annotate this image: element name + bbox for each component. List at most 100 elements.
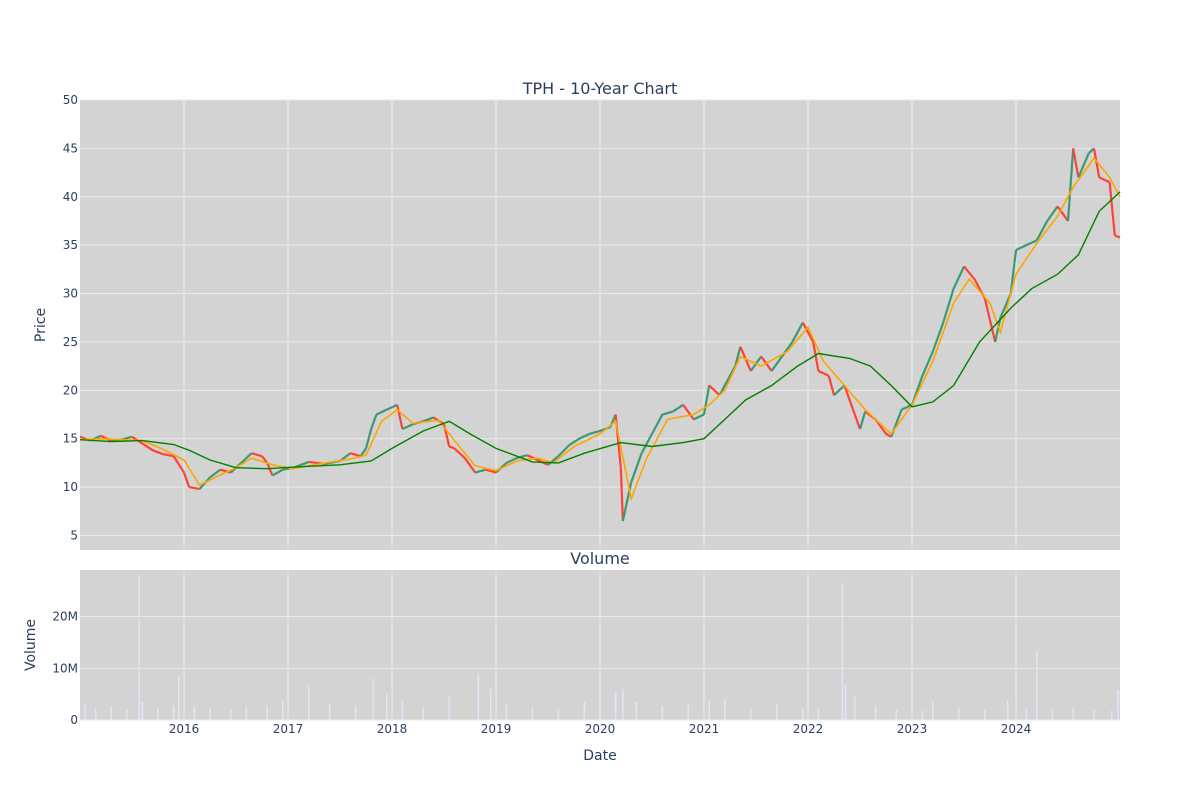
price-candle [791, 322, 804, 343]
volume-bar [854, 696, 856, 720]
price-candle [702, 385, 711, 415]
volume-axis-label: Volume [23, 619, 39, 671]
price-candle [162, 453, 174, 458]
date-tick-label: 2023 [897, 722, 928, 736]
price-candle [833, 384, 846, 396]
price-candle [453, 447, 466, 459]
price-candle [1046, 205, 1059, 222]
price-candle [375, 408, 388, 416]
volume-bar [282, 700, 284, 720]
volume-bar [958, 708, 960, 720]
price-candle [1056, 205, 1069, 222]
price-candle [817, 369, 830, 377]
price-tick-label: 50 [63, 93, 78, 107]
price-candle [651, 413, 664, 435]
price-candle [812, 341, 820, 372]
price-tick-label: 20 [63, 383, 78, 397]
price-candle [557, 444, 570, 457]
volume-bar [687, 704, 690, 720]
volume-bar [328, 704, 331, 720]
volume-bar [490, 688, 492, 720]
price-candle [485, 468, 497, 474]
volume-bar [844, 683, 847, 720]
volume-bar [661, 705, 664, 720]
price-candle [505, 457, 518, 464]
price-candle [1072, 148, 1080, 178]
volume-bar [635, 701, 638, 720]
volume-bar [932, 701, 934, 720]
price-candle [1066, 148, 1075, 222]
price-candle [1035, 220, 1049, 241]
price-candle [172, 455, 185, 474]
price-candle [152, 449, 164, 456]
price-candle [271, 468, 284, 477]
volume-bar [1025, 709, 1028, 720]
volume-bar [614, 691, 617, 720]
price-candle [1108, 182, 1116, 236]
volume-tick-label: 0 [70, 713, 78, 727]
price-candle [942, 288, 955, 323]
date-tick-label: 2020 [585, 722, 616, 736]
price-axis-label: Price [33, 308, 49, 342]
price-candle [386, 403, 398, 411]
volume-bar [599, 696, 601, 720]
volume-bar [1036, 650, 1038, 720]
price-candle [1098, 176, 1111, 184]
volume-bar [138, 575, 141, 720]
price-candle [240, 452, 253, 464]
price-candle [251, 452, 263, 458]
volume-bar [557, 708, 560, 720]
date-tick-label: 2016 [169, 722, 200, 736]
volume-bar [984, 709, 986, 720]
volume-bar [230, 709, 232, 720]
volume-bar [750, 708, 752, 720]
price-candle [1025, 239, 1038, 247]
volume-bar [209, 708, 211, 720]
volume-bar [583, 701, 586, 720]
price-candle [853, 414, 862, 430]
price-candle [141, 442, 154, 452]
volume-bar [921, 710, 924, 720]
volume-bar [126, 709, 128, 720]
volume-chart-title: Volume [570, 549, 630, 568]
price-chart-title: TPH - 10-Year Chart [522, 79, 678, 98]
short-moving-average-line [79, 156, 1121, 502]
volume-bar [1110, 710, 1113, 720]
price-candle [568, 437, 580, 447]
volume-bar [157, 707, 159, 720]
date-tick-label: 2021 [689, 722, 720, 736]
price-candle [463, 457, 477, 474]
price-tick-label: 45 [63, 141, 78, 155]
volume-bar [622, 688, 624, 720]
price-candle [1015, 244, 1027, 251]
volume-tick-label: 10M [52, 661, 78, 675]
price-tick-label: 40 [63, 190, 78, 204]
price-candle [640, 433, 653, 454]
price-candle [801, 322, 815, 343]
volume-bar [895, 709, 898, 720]
price-candle [350, 452, 362, 458]
price-candle [1009, 249, 1018, 294]
price-candle [983, 298, 997, 343]
volume-bar [84, 704, 86, 720]
date-tick-label: 2024 [1001, 722, 1032, 736]
price-candle [370, 414, 378, 430]
price-candle [963, 265, 976, 280]
volume-bar [1006, 699, 1009, 720]
price-candle [693, 413, 705, 421]
price-candle [843, 385, 856, 415]
volume-bar [94, 708, 97, 720]
price-tick-label: 30 [63, 287, 78, 301]
volume-panel: 0 10M 20M 2016 2017 2018 2019 2020 2021 2022 2023 2… [52, 570, 1120, 736]
price-tick-label: 15 [63, 432, 78, 446]
volume-bar [874, 705, 877, 720]
price-tick-label: 35 [63, 238, 78, 252]
volume-bar [266, 705, 268, 720]
volume-bar [505, 704, 508, 720]
price-candle [359, 447, 367, 457]
volume-bar [141, 701, 144, 720]
volume-bar [817, 708, 820, 720]
volume-bar [401, 700, 404, 720]
volume-bar [531, 707, 534, 720]
